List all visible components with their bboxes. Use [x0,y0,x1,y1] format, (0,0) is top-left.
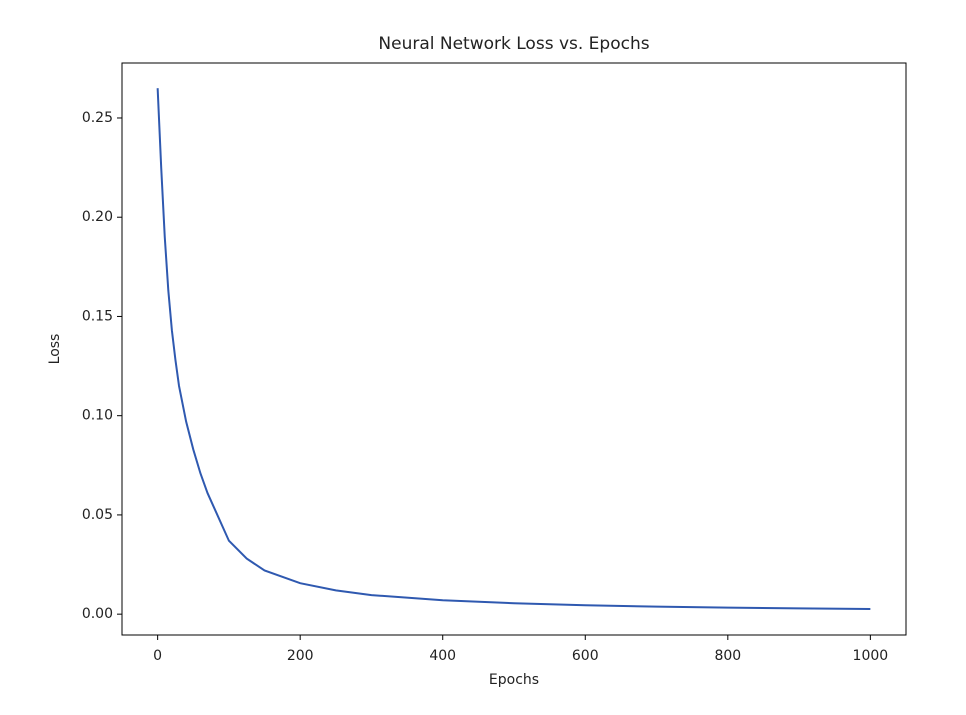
y-tick-label: 0.15 [82,308,113,324]
x-tick-label: 800 [714,648,741,664]
y-tick-label: 0.10 [82,408,113,424]
plot-frame [121,62,907,636]
x-tick-label: 200 [287,648,314,664]
y-tick-label: 0.20 [82,209,113,225]
chart-title: Neural Network Loss vs. Epochs [378,34,649,54]
loss-line [156,88,871,610]
y-tick-label: 0.05 [82,507,113,523]
x-tick-label: 400 [429,648,456,664]
y-axis-label: Loss [47,334,63,365]
x-axis-label: Epochs [489,672,539,688]
x-tick-label: 600 [572,648,599,664]
x-tick-label: 0 [153,648,162,664]
y-tick-label: 0.25 [82,110,113,126]
x-tick-label: 1000 [853,648,889,664]
y-tick-label: 0.00 [82,606,113,622]
